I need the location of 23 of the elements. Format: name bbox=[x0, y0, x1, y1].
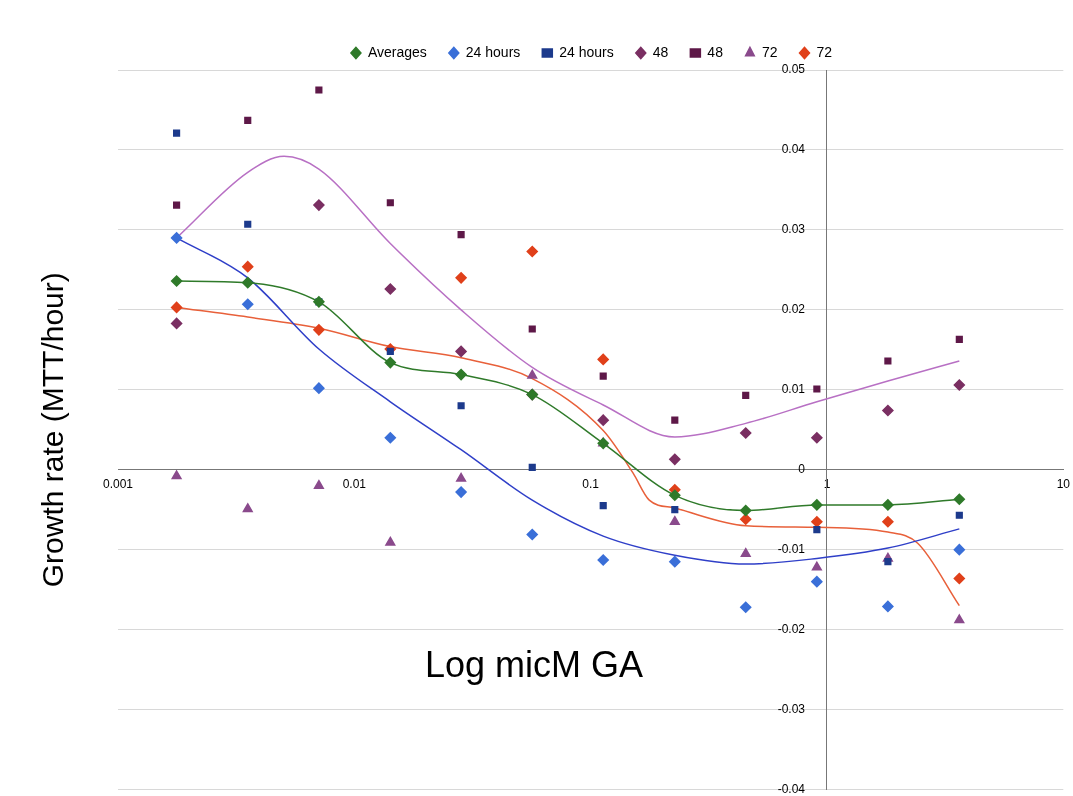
y-tick-label: 0.02 bbox=[781, 302, 806, 317]
y-tick-label: 0 bbox=[798, 462, 806, 477]
y-tick-label: 0.05 bbox=[781, 62, 806, 77]
legend-label: 24 hours bbox=[559, 43, 614, 60]
legend-label: 48 bbox=[652, 43, 669, 60]
y-axis-title: Growth rate (MTT/hour) bbox=[36, 272, 70, 588]
x-tick-label: 10 bbox=[1056, 477, 1071, 492]
legend-label: 72 bbox=[761, 43, 778, 60]
y-tick-label: 0.03 bbox=[781, 222, 806, 237]
y-tick-label: -0.01 bbox=[777, 541, 806, 556]
legend-label: 48 bbox=[707, 43, 724, 60]
x-axis-title: Log micM GA bbox=[424, 644, 643, 686]
y-tick-label: -0.04 bbox=[777, 781, 806, 796]
legend-label: Averages bbox=[367, 43, 427, 60]
legend-label: 72 bbox=[816, 43, 833, 60]
x-tick-label: 0.01 bbox=[342, 477, 367, 492]
y-tick-label: 0.01 bbox=[781, 382, 806, 397]
y-tick-label: 0.04 bbox=[781, 142, 806, 157]
y-tick-label: -0.03 bbox=[777, 701, 806, 716]
y-tick-label: -0.02 bbox=[777, 621, 806, 636]
x-tick-label: 0.1 bbox=[582, 477, 600, 492]
x-tick-label: 0.001 bbox=[102, 477, 134, 492]
legend-label: 24 hours bbox=[465, 43, 521, 60]
